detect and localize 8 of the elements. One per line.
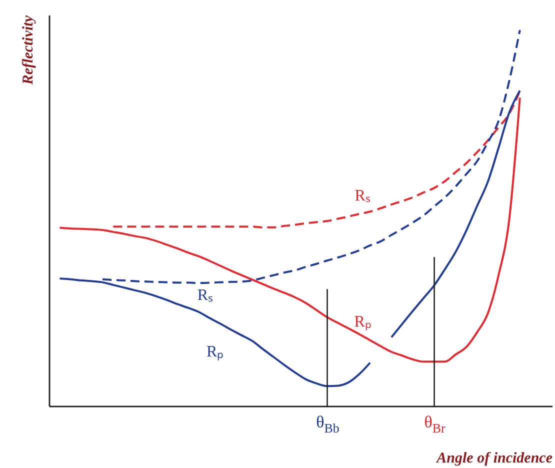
series-label: Rₛ	[354, 187, 370, 204]
series-label: Rₚ	[206, 343, 224, 360]
y-axis-title: Reflectivity	[20, 15, 36, 86]
x-axis-title: Angle of incidence	[436, 450, 553, 466]
series-label: Rₛ	[197, 287, 214, 304]
x-tick-label: θ$_{Bb}$	[316, 412, 340, 436]
series-label: Rₚ	[354, 313, 371, 330]
x-tick-label: θ$_{Br}$	[424, 412, 446, 436]
